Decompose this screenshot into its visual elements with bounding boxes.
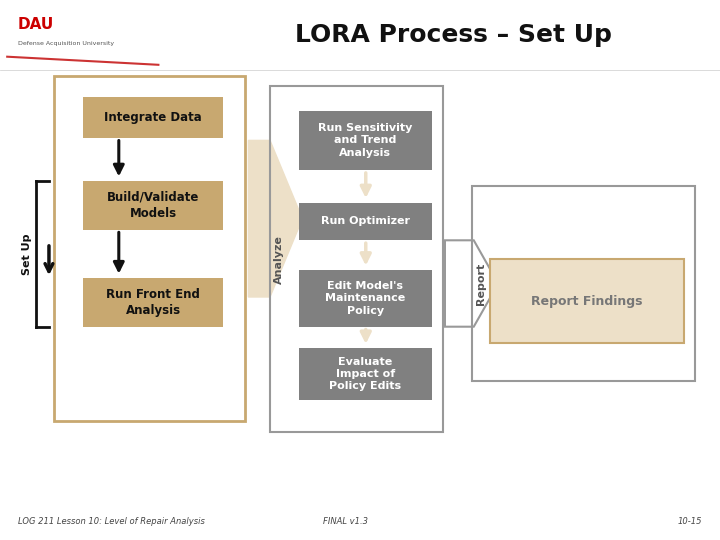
Text: LOG 211 Lesson 10: Level of Repair Analysis: LOG 211 Lesson 10: Level of Repair Analy… [18, 517, 205, 526]
FancyBboxPatch shape [83, 181, 223, 230]
Text: FINAL v1.3: FINAL v1.3 [323, 517, 368, 526]
FancyBboxPatch shape [299, 202, 432, 240]
Text: Report: Report [476, 262, 486, 305]
Text: Integrate Data: Integrate Data [104, 111, 202, 124]
FancyBboxPatch shape [490, 259, 684, 343]
Text: Evaluate
Impact of
Policy Edits: Evaluate Impact of Policy Edits [329, 356, 402, 392]
FancyBboxPatch shape [299, 270, 432, 327]
Text: Run Front End
Analysis: Run Front End Analysis [106, 288, 200, 317]
Text: Build/Validate
Models: Build/Validate Models [107, 191, 199, 220]
Text: Defense Acquisition University: Defense Acquisition University [18, 40, 114, 46]
FancyBboxPatch shape [299, 348, 432, 400]
Text: Analyze: Analyze [274, 235, 284, 284]
Polygon shape [248, 140, 302, 297]
Text: Edit Model's
Maintenance
Policy: Edit Model's Maintenance Policy [325, 281, 405, 316]
FancyBboxPatch shape [299, 111, 432, 170]
Text: 10-15: 10-15 [678, 517, 702, 526]
FancyBboxPatch shape [83, 97, 223, 138]
Text: Set Up: Set Up [22, 233, 32, 274]
FancyBboxPatch shape [83, 278, 223, 327]
Text: DAU: DAU [18, 17, 54, 32]
Text: Report Findings: Report Findings [531, 294, 642, 308]
Text: LORA Process – Set Up: LORA Process – Set Up [295, 23, 612, 47]
Text: Run Sensitivity
and Trend
Analysis: Run Sensitivity and Trend Analysis [318, 123, 413, 158]
Text: Run Optimizer: Run Optimizer [321, 217, 410, 226]
Polygon shape [445, 240, 498, 327]
